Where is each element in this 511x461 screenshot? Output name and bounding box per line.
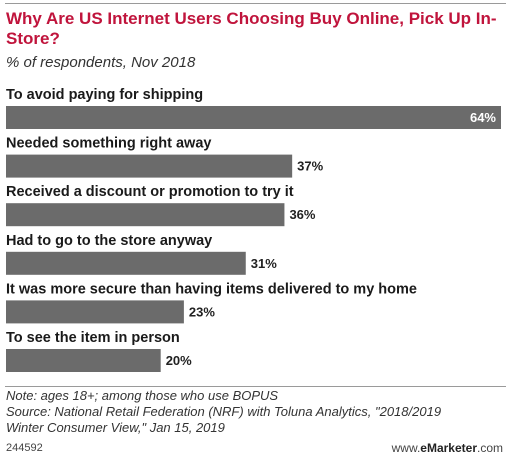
value-label: 20% bbox=[166, 353, 192, 368]
value-label: 36% bbox=[289, 207, 315, 222]
source-text-line-2: Winter Consumer View," Jan 15, 2019 bbox=[6, 420, 225, 435]
category-label: Received a discount or promotion to try … bbox=[6, 184, 294, 200]
bar-row: Needed something right away 37% bbox=[6, 136, 324, 178]
bar bbox=[6, 349, 161, 372]
value-label: 31% bbox=[251, 256, 277, 271]
value-label: 23% bbox=[189, 304, 215, 319]
value-label: 64% bbox=[470, 110, 496, 125]
bar-row: Had to go to the store anyway 31% bbox=[6, 233, 277, 275]
category-label: Needed something right away bbox=[6, 136, 211, 152]
note-text: Note: ages 18+; among those who use BOPU… bbox=[6, 388, 279, 403]
bar bbox=[6, 203, 285, 227]
brand-suffix: .com bbox=[476, 441, 503, 455]
bar-row: Received a discount or promotion to try … bbox=[6, 184, 316, 227]
top-divider bbox=[5, 3, 506, 4]
bar bbox=[6, 154, 293, 178]
category-label: To avoid paying for shipping bbox=[6, 87, 203, 103]
bar-row: To avoid paying for shipping 64% bbox=[6, 87, 501, 129]
value-label: 37% bbox=[297, 159, 323, 174]
category-label: It was more secure than having items del… bbox=[6, 281, 417, 297]
brand-name: eMarketer bbox=[420, 441, 477, 455]
bottom-divider bbox=[5, 386, 506, 387]
category-label: Had to go to the store anyway bbox=[6, 233, 212, 249]
bar bbox=[6, 251, 246, 275]
chart-subtitle: % of respondents, Nov 2018 bbox=[6, 54, 196, 71]
chart-notes: Note: ages 18+; among those who use BOPU… bbox=[6, 388, 506, 436]
chart-id: 244592 bbox=[6, 442, 43, 454]
brand-prefix: www. bbox=[391, 441, 421, 455]
brand-logo: www.eMarketer.com bbox=[392, 441, 503, 455]
bar-row: It was more secure than having items del… bbox=[6, 281, 417, 324]
bar-row: To see the item in person 20% bbox=[6, 330, 192, 372]
bar bbox=[6, 300, 184, 324]
chart-title: Why Are US Internet Users Choosing Buy O… bbox=[6, 9, 497, 48]
bar-chart: To avoid paying for shipping 64% Needed so… bbox=[6, 87, 501, 372]
bar bbox=[6, 106, 501, 129]
category-label: To see the item in person bbox=[6, 330, 180, 346]
source-text-line-1: Source: National Retail Federation (NRF)… bbox=[6, 404, 442, 419]
